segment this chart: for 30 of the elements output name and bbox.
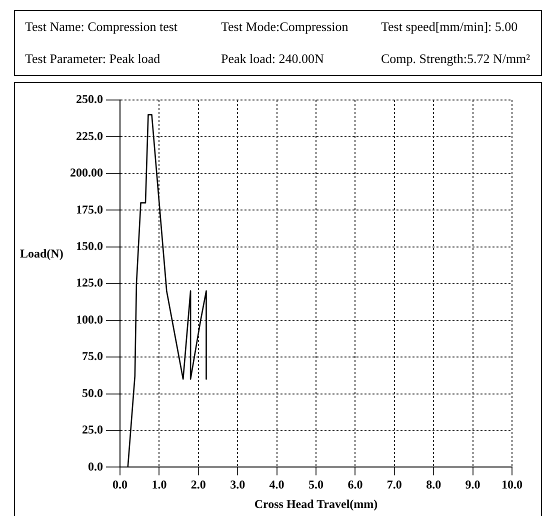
- y-tick-label: 0.0: [88, 459, 103, 474]
- y-tick-label: 225.0: [76, 128, 103, 143]
- text: Test Mode:Compression: [220, 19, 350, 35]
- text: Test Parameter: Peak load: [24, 51, 162, 67]
- y-tick-label: 175.0: [76, 202, 103, 216]
- y-tick-label: 150.0: [76, 238, 103, 253]
- x-tick-label: 2.0: [190, 477, 206, 492]
- x-tick-label: 0.0: [112, 477, 128, 492]
- x-tick-label: 5.0: [308, 477, 324, 492]
- x-tick-label: 4.0: [269, 477, 284, 492]
- y-tick-label: 25.0: [82, 422, 103, 437]
- x-tick-label: 10.0: [502, 477, 522, 492]
- y-tick-label: 250.0: [76, 92, 103, 106]
- x-tick-label: 1.0: [152, 477, 167, 492]
- y-tick-label: 50.0: [82, 386, 103, 400]
- y-tick-label: 200.00: [70, 166, 103, 180]
- x-tick-label: 7.0: [386, 477, 402, 492]
- y-tick-label: 125.0: [76, 276, 103, 290]
- x-tick-label: 3.0: [230, 477, 246, 492]
- y-tick-label: 75.0: [82, 349, 103, 364]
- text: Comp. Strength:5.72 N/mm²: [380, 51, 532, 67]
- y-tick-label: 100.0: [76, 312, 103, 326]
- x-tick-label: 8.0: [426, 477, 442, 492]
- text: Test speed[mm/min]: 5.00: [380, 19, 519, 35]
- x-tick-label: 9.0: [465, 477, 480, 492]
- text: Peak load: 240.00N: [220, 51, 325, 67]
- x-tick-label: 6.0: [348, 477, 363, 492]
- x-axis-title: Cross Head Travel(mm): [254, 496, 378, 511]
- text: Test Name: Compression test: [24, 19, 179, 35]
- y-axis-title: Load(N): [20, 246, 64, 260]
